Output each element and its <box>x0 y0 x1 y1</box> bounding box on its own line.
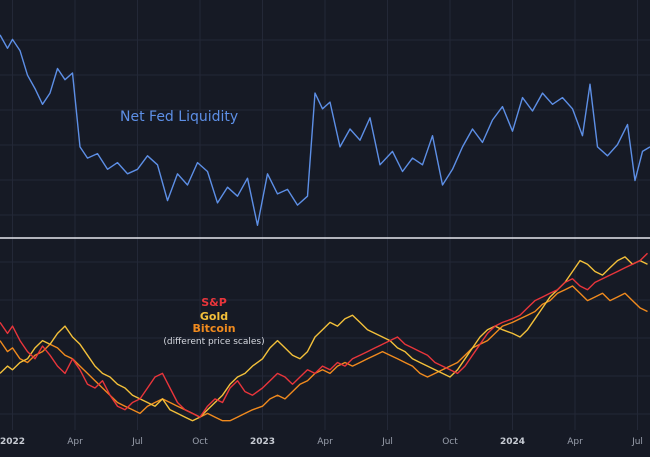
x-axis: 2022 Apr Jul Oct 2023 Apr Jul Oct 2024 Apr Jul <box>0 437 643 447</box>
fed-liquidity-title: Net Fed Liquidity <box>120 109 238 125</box>
legend-sp: S&P <box>201 296 227 309</box>
x-tick-label-3: Oct <box>192 437 208 447</box>
x-tick-label-9: Apr <box>567 437 583 447</box>
assets-panel <box>0 252 648 422</box>
series-net-fed-liquidity-line <box>0 34 650 226</box>
x-tick-label-7: Oct <box>442 437 458 447</box>
fed-liquidity-panel <box>0 34 650 226</box>
legend-bitcoin: Bitcoin <box>192 322 235 335</box>
legend-gold: Gold <box>200 310 228 323</box>
x-tick-label-4: 2023 <box>250 437 275 447</box>
x-tick-label-0: 2022 <box>0 437 25 447</box>
series-bitcoin-line <box>0 285 648 422</box>
grid <box>0 0 650 430</box>
x-tick-label-2: Jul <box>131 437 143 447</box>
series-gold-line <box>0 256 648 422</box>
legend-note: (different price scales) <box>163 337 264 347</box>
x-tick-label-8: 2024 <box>500 437 525 447</box>
x-tick-label-10: Jul <box>631 437 643 447</box>
series-s-p-line <box>0 252 648 418</box>
legend: S&P Gold Bitcoin (different price scales… <box>163 296 264 347</box>
x-tick-label-1: Apr <box>67 437 83 447</box>
x-tick-label-6: Jul <box>381 437 393 447</box>
x-tick-label-5: Apr <box>317 437 333 447</box>
